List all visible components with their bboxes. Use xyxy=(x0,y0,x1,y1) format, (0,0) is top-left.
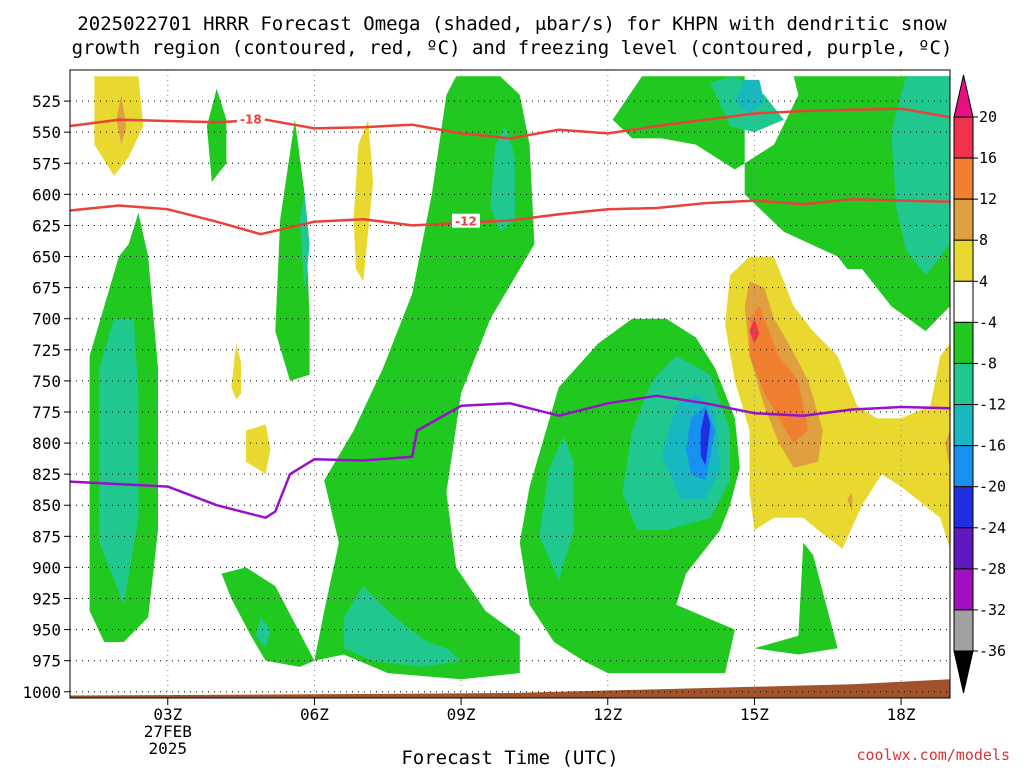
omega-region-19 xyxy=(891,76,950,276)
contour-label-bg-1 xyxy=(452,213,480,228)
omega-region-15 xyxy=(700,408,711,466)
omega-region-2 xyxy=(206,88,227,182)
chart-title-line2: growth region (contoured, red, ºC) and f… xyxy=(72,37,953,59)
colorbar-bottom-arrow xyxy=(953,650,974,694)
y-tick-label-725: 725 xyxy=(32,341,61,360)
contour-label-bg-0 xyxy=(236,111,265,126)
colorbar-label-9: -20 xyxy=(979,478,1006,496)
omega-region-20 xyxy=(734,79,765,114)
y-axis-ticks: 525 550 575 600 625 650 675 700 725 750 775 800 825 8… xyxy=(22,92,70,702)
omega-region-26 xyxy=(725,256,950,549)
colorbar-swatch-11 xyxy=(953,568,974,611)
colorbar-swatch-6 xyxy=(953,362,974,406)
omega-region-16 xyxy=(754,542,838,655)
omega-region-30 xyxy=(945,430,950,468)
omega-region-3 xyxy=(275,119,310,381)
colorbar-swatch-2 xyxy=(953,198,974,241)
contour-label-1: -12 xyxy=(455,215,477,229)
x-tick-label-09Z: 09Z xyxy=(447,705,476,724)
credit-text: coolwx.com/models xyxy=(856,746,1010,764)
y-tick-label-700: 700 xyxy=(32,310,61,329)
omega-region-28 xyxy=(749,306,809,444)
x-tick-label-12Z: 12Z xyxy=(593,705,622,724)
contour-line-0 xyxy=(70,107,950,140)
omega-region-6 xyxy=(343,586,462,667)
y-tick-label-1000: 1000 xyxy=(22,683,61,702)
colorbar-top-arrow xyxy=(953,74,974,118)
omega-region-25 xyxy=(246,424,271,475)
y-tick-label-550: 550 xyxy=(32,123,61,142)
colorbar-label-12: -32 xyxy=(979,601,1006,619)
x-tick-label-18Z: 18Z xyxy=(887,705,916,724)
colorbar-label-7: -12 xyxy=(979,396,1006,414)
colorbar-label-0: 20 xyxy=(979,108,997,126)
y-tick-label-575: 575 xyxy=(32,154,61,173)
x-tick-label-03Z: 03Z xyxy=(153,705,182,724)
y-tick-label-875: 875 xyxy=(32,527,61,546)
x-axis-label: Forecast Time (UTC) xyxy=(401,747,618,768)
contour-lines: -18 -12 xyxy=(70,107,950,519)
omega-region-29 xyxy=(749,318,760,344)
colorbar: 20 16 12 8 4 -4 -8 -12 -16 -20 -24 -28 -32 -36 xyxy=(953,74,1006,694)
omega-region-11 xyxy=(539,436,574,580)
y-tick-label-675: 675 xyxy=(32,279,61,298)
colorbar-swatch-0 xyxy=(953,116,974,159)
plot-frame xyxy=(69,69,951,699)
omega-region-9 xyxy=(412,343,452,468)
colorbar-label-3: 8 xyxy=(979,231,988,249)
colorbar-swatch-4 xyxy=(953,280,974,323)
y-tick-label-775: 775 xyxy=(32,403,61,422)
x-tick-year: 2025 xyxy=(149,739,188,758)
chart-title-line1: 2025022701 HRRR Forecast Omega (shaded, … xyxy=(77,13,947,35)
colorbar-label-8: -16 xyxy=(979,437,1006,455)
colorbar-swatch-3 xyxy=(953,239,974,282)
omega-region-1 xyxy=(99,318,139,605)
y-tick-label-925: 925 xyxy=(32,590,61,609)
y-tick-label-950: 950 xyxy=(32,621,61,640)
x-tick-label-15Z: 15Z xyxy=(740,705,769,724)
colorbar-label-1: 16 xyxy=(979,149,997,167)
colorbar-swatch-7 xyxy=(953,404,974,447)
colorbar-swatch-8 xyxy=(953,445,974,488)
omega-region-8 xyxy=(255,617,271,649)
contour-line-1 xyxy=(70,198,950,236)
x-tick-date: 27FEB xyxy=(144,722,192,741)
colorbar-swatch-12 xyxy=(953,609,974,652)
y-tick-label-850: 850 xyxy=(32,496,61,515)
omega-region-24 xyxy=(231,343,242,400)
colorbar-label-13: -36 xyxy=(979,642,1006,660)
y-tick-label-650: 650 xyxy=(32,248,61,267)
y-tick-label-525: 525 xyxy=(32,92,61,111)
contour-line-2 xyxy=(70,394,950,519)
colorbar-label-10: -24 xyxy=(979,519,1006,537)
omega-region-23 xyxy=(353,119,374,282)
ground-fill xyxy=(70,679,950,698)
colorbar-label-5: -4 xyxy=(979,313,997,331)
colorbar-swatch-9 xyxy=(953,486,974,529)
y-tick-label-825: 825 xyxy=(32,465,61,484)
y-tick-label-750: 750 xyxy=(32,372,61,391)
omega-region-7 xyxy=(490,126,515,232)
y-tick-label-975: 975 xyxy=(32,652,61,671)
colorbar-swatch-5 xyxy=(953,321,974,364)
y-tick-label-800: 800 xyxy=(32,434,61,453)
colorbar-label-6: -8 xyxy=(979,354,997,372)
omega-region-31 xyxy=(847,492,853,512)
contour-label-0: -18 xyxy=(240,113,262,127)
colorbar-swatch-10 xyxy=(953,527,974,570)
colorbar-label-11: -28 xyxy=(979,560,1006,578)
colorbar-swatch-1 xyxy=(953,157,974,200)
colorbar-label-2: 12 xyxy=(979,190,997,208)
y-tick-label-900: 900 xyxy=(32,558,61,577)
x-tick-label-06Z: 06Z xyxy=(300,705,329,724)
omega-region-4 xyxy=(299,194,310,294)
ground-layer xyxy=(70,679,950,698)
y-tick-label-600: 600 xyxy=(32,185,61,204)
colorbar-label-4: 4 xyxy=(979,272,988,290)
y-tick-label-625: 625 xyxy=(32,216,61,235)
